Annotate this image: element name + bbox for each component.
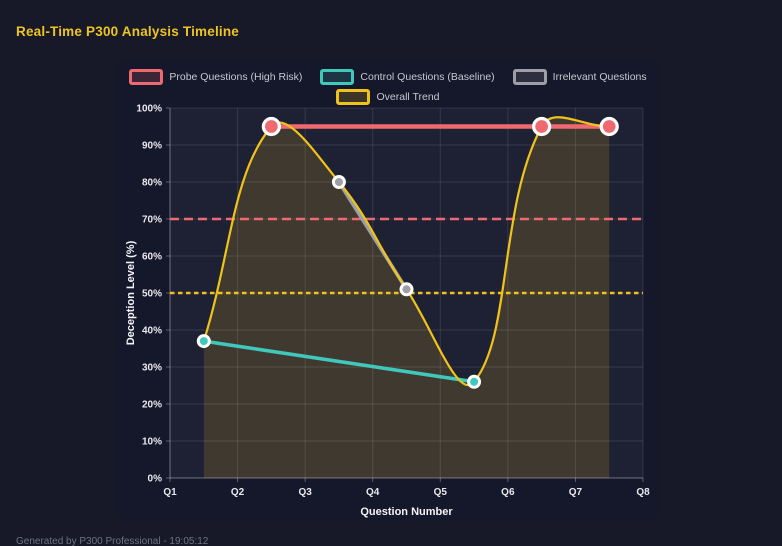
legend-swatch	[320, 69, 355, 85]
y-tick-label: 70%	[142, 215, 162, 226]
legend-label: Irrelevant Questions	[552, 71, 647, 83]
x-tick-label: Q6	[501, 487, 515, 498]
data-point[interactable]	[399, 282, 414, 297]
data-point[interactable]	[599, 116, 619, 137]
legend-label: Probe Questions (High Risk)	[169, 71, 303, 83]
trend-area	[203, 117, 610, 479]
legend-item[interactable]: Probe Questions (High Risk)	[129, 69, 302, 85]
legend-swatch	[129, 69, 164, 85]
y-axis-title: Deception Level (%)	[125, 240, 137, 345]
y-tick-label: 90%	[142, 141, 162, 152]
y-tick-label: 50%	[142, 289, 162, 300]
x-tick-label: Q2	[231, 487, 245, 498]
y-tick-label: 60%	[142, 252, 162, 263]
y-tick-label: 40%	[142, 326, 162, 337]
data-point[interactable]	[196, 334, 211, 349]
data-point[interactable]	[532, 116, 552, 137]
timeline-chart: 0% 10% 20% 30% 40% 50% 60% 70% 80% 90% 100% Q1 Q2 Q3 Q…	[125, 104, 650, 519]
legend-item[interactable]: Irrelevant Questions	[512, 69, 647, 85]
series-line	[201, 339, 476, 384]
y-tick-label: 0%	[148, 474, 163, 485]
legend-item[interactable]: Control Questions (Baseline)	[320, 69, 495, 85]
legend-swatch	[336, 89, 371, 105]
data-point[interactable]	[331, 175, 346, 189]
x-tick-label: Q3	[298, 487, 312, 498]
data-point[interactable]	[261, 116, 281, 137]
x-tick-label: Q1	[163, 487, 177, 498]
data-point[interactable]	[467, 374, 482, 389]
y-tick-label: 30%	[142, 363, 162, 374]
legend-item[interactable]: Overall Trend	[336, 89, 440, 105]
footer-text: Generated by P300 Professional - 19:05:1…	[16, 536, 209, 546]
chart-card: Probe Questions (High Risk) Control Quest…	[118, 62, 658, 520]
x-tick-label: Q7	[569, 487, 583, 498]
y-tick-label: 10%	[142, 437, 162, 448]
y-tick-label: 100%	[136, 104, 162, 115]
legend-label: Overall Trend	[376, 91, 440, 103]
legend-swatch	[512, 69, 547, 85]
x-tick-label: Q8	[636, 487, 650, 498]
x-tick-label: Q4	[366, 487, 380, 498]
chart-legend: Probe Questions (High Risk) Control Quest…	[118, 69, 658, 105]
y-tick-label: 80%	[142, 178, 162, 189]
y-tick-label: 20%	[142, 400, 162, 411]
x-axis-title: Question Number	[360, 506, 453, 518]
legend-label: Control Questions (Baseline)	[360, 71, 495, 83]
page-title: Real-Time P300 Analysis Timeline	[16, 24, 240, 39]
x-tick-label: Q5	[434, 487, 448, 498]
